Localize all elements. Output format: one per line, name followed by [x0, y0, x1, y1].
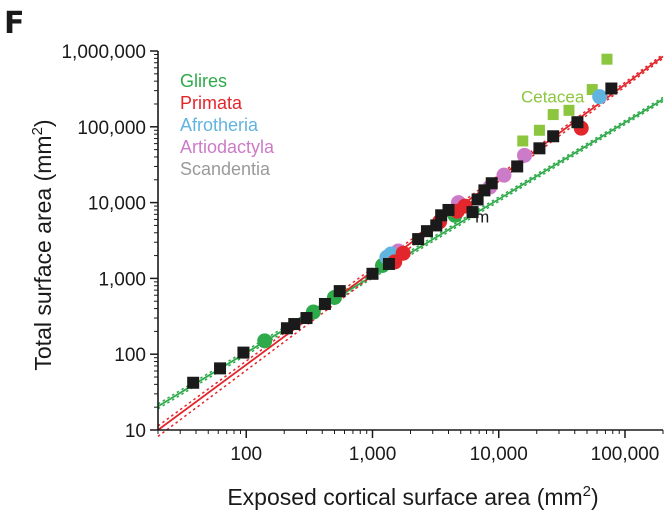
y-axis-title: Total surface area (mm2): [29, 119, 56, 370]
point-artiodactyla: [517, 147, 533, 163]
y-tick-label: 100: [114, 345, 146, 366]
x-axis-ticks: 100 1,000 10,000 100,000: [157, 430, 664, 465]
point-other: [485, 177, 498, 190]
x-axis-title: Exposed cortical surface area (mm2): [227, 483, 598, 510]
point-other: [511, 160, 524, 173]
point-other: [471, 193, 484, 206]
point-cetacea: [601, 53, 613, 65]
point-primata: [395, 245, 411, 261]
point-other: [318, 297, 331, 310]
y-tick-label: 10,000: [88, 194, 146, 215]
y-tick-label: 1,000,000: [61, 42, 146, 63]
x-tick-label: 100: [230, 444, 262, 465]
point-glires: [257, 333, 273, 349]
point-other: [420, 225, 433, 238]
data-points: [187, 53, 618, 389]
y-axis-ticks: 10 100 1,000 10,000 100,000 1,000,000: [61, 42, 158, 442]
point-other: [442, 203, 455, 216]
point-other: [547, 130, 560, 143]
point-other: [430, 219, 443, 232]
annotations: Cetacea m: [475, 87, 585, 226]
legend-entry-scandentia: Scandentia: [180, 159, 271, 179]
legend: Glires Primata Afrotheria Artiodactyla S…: [180, 71, 275, 179]
point-other: [533, 142, 546, 155]
point-other: [214, 362, 227, 375]
legend-entry-primata: Primata: [180, 93, 243, 113]
point-other: [605, 82, 618, 95]
legend-entry-artiodactyla: Artiodactyla: [180, 137, 275, 157]
x-tick-label: 10,000: [470, 444, 528, 465]
point-artiodactyla: [496, 167, 512, 183]
point-other: [466, 206, 479, 219]
point-cetacea: [533, 124, 545, 136]
point-other: [187, 376, 200, 389]
y-tick-label: 1,000: [98, 269, 146, 290]
y-tick-label: 100,000: [77, 118, 146, 139]
annotation-cetacea: Cetacea: [521, 87, 585, 106]
point-other: [300, 312, 313, 325]
legend-entry-glires: Glires: [180, 71, 227, 91]
legend-entry-afrotheria: Afrotheria: [180, 115, 259, 135]
fit-ci-primata: [157, 57, 664, 438]
point-other: [333, 285, 346, 298]
point-other: [288, 318, 301, 331]
panel-label: F: [4, 6, 25, 41]
point-other: [237, 346, 250, 359]
point-cetacea: [547, 109, 559, 121]
x-tick-label: 1,000: [349, 444, 397, 465]
point-other: [382, 257, 395, 270]
point-cetacea: [586, 84, 598, 96]
point-cetacea: [517, 135, 529, 147]
point-afrotheria: [592, 89, 608, 105]
annotation-m: m: [475, 207, 489, 226]
point-cetacea: [563, 104, 575, 116]
point-other: [571, 116, 584, 129]
x-tick-label: 100,000: [591, 444, 660, 465]
point-other: [366, 267, 379, 280]
y-tick-label: 10: [125, 421, 146, 442]
